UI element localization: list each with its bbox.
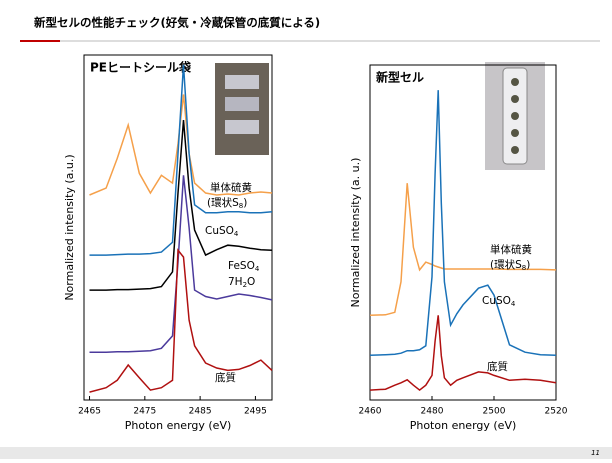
x-tick-label: 2475 (133, 407, 156, 417)
curve-label: 単体硫黄 (490, 243, 532, 256)
y-axis-label: Normalized intensity (a. u.) (349, 158, 362, 308)
subscript: 4 (511, 300, 516, 308)
x-axis-label: Photon energy (eV) (125, 419, 232, 432)
curve-label: 単体硫黄 (210, 181, 252, 194)
label-text: FeSO (228, 260, 255, 272)
label-text: 単体硫黄 (490, 243, 532, 256)
panel-title: 新型セル (376, 70, 424, 85)
label-text: (環状S (207, 196, 239, 209)
curve-label: 底質 (487, 360, 508, 373)
label-text: (環状S (490, 258, 522, 271)
footer-bar (0, 447, 612, 459)
label-text: ) (526, 259, 530, 271)
x-tick-label: 2480 (421, 407, 444, 417)
label-text: 7H (228, 276, 243, 288)
label-text: 底質 (487, 360, 508, 373)
x-tick-label: 2520 (545, 407, 568, 417)
curve-label: 7H2O (228, 276, 255, 289)
panel-title: PEヒートシール袋 (90, 60, 192, 75)
photo (485, 62, 545, 170)
curve-label: CuSO4 (482, 295, 516, 308)
x-axis-label: Photon energy (eV) (410, 419, 517, 432)
x-tick-label: 2465 (78, 407, 101, 417)
label-text: 底質 (215, 371, 236, 384)
x-tick-label: 2485 (189, 407, 212, 417)
slide-title: 新型セルの性能チェック(好気・冷蔵保管の底質による) (34, 16, 320, 30)
x-tick-label: 2495 (244, 407, 267, 417)
photo (215, 63, 269, 155)
label-text: CuSO (482, 295, 511, 307)
y-axis-label: Normalized intensity (a.u.) (63, 154, 76, 300)
slide: 新型セルの性能チェック(好気・冷蔵保管の底質による) 11 PEヒートシール袋 2… (0, 0, 612, 459)
x-tick-label: 2460 (359, 407, 382, 417)
label-text: ) (243, 197, 247, 209)
subscript: 4 (255, 265, 260, 273)
x-tick-label: 2500 (483, 407, 506, 417)
page-number: 11 (591, 449, 600, 457)
label-text: O (247, 276, 255, 288)
label-text: 単体硫黄 (210, 181, 252, 194)
subscript: 4 (234, 230, 239, 238)
curve-label: CuSO4 (205, 225, 239, 238)
curve-label: 底質 (215, 371, 236, 384)
label-text: CuSO (205, 225, 234, 237)
